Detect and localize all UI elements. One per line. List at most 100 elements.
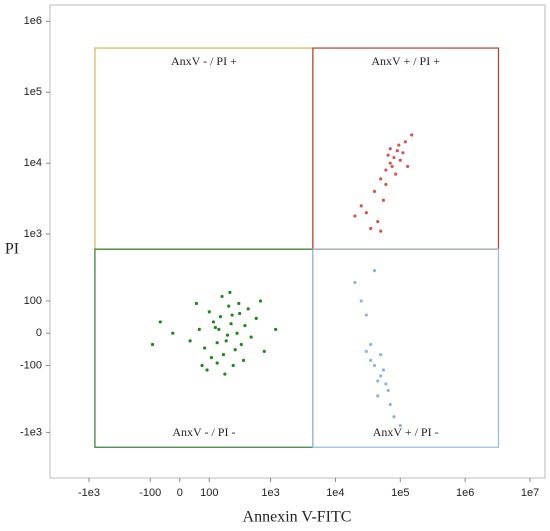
point bbox=[388, 147, 392, 151]
point bbox=[262, 349, 266, 354]
x-tick-label: 1e7 bbox=[521, 487, 539, 499]
point bbox=[384, 182, 388, 187]
point bbox=[386, 388, 390, 393]
point bbox=[379, 229, 383, 233]
point bbox=[376, 394, 380, 398]
point bbox=[194, 301, 199, 306]
point bbox=[197, 327, 201, 331]
point bbox=[381, 198, 386, 202]
point bbox=[392, 415, 396, 419]
point bbox=[233, 348, 237, 352]
point bbox=[397, 143, 401, 147]
point bbox=[406, 164, 410, 169]
point bbox=[205, 368, 209, 372]
gate bbox=[94, 47, 314, 250]
point bbox=[258, 299, 263, 303]
point bbox=[390, 164, 394, 169]
point bbox=[401, 151, 405, 155]
point bbox=[394, 172, 398, 176]
point bbox=[171, 331, 175, 335]
gate-label: AnxV - / PI - bbox=[172, 425, 235, 439]
point bbox=[215, 341, 219, 345]
point bbox=[388, 402, 392, 407]
point bbox=[359, 204, 363, 208]
point bbox=[384, 382, 388, 386]
point bbox=[228, 290, 232, 294]
x-tick-label: -100 bbox=[139, 487, 161, 499]
point bbox=[369, 226, 373, 231]
point bbox=[254, 316, 258, 321]
point bbox=[372, 363, 377, 368]
point bbox=[238, 311, 242, 316]
x-tick-label: 1e6 bbox=[456, 487, 474, 499]
plot-frame bbox=[49, 4, 546, 479]
point bbox=[221, 352, 226, 357]
y-tick-label: 1e6 bbox=[24, 15, 42, 27]
point bbox=[392, 155, 396, 160]
point bbox=[207, 310, 211, 314]
point bbox=[230, 313, 234, 317]
point bbox=[229, 322, 233, 326]
point bbox=[241, 358, 246, 362]
gate bbox=[312, 248, 500, 448]
point bbox=[213, 325, 217, 330]
point bbox=[364, 349, 368, 354]
point bbox=[209, 355, 214, 360]
y-tick-label: 100 bbox=[24, 295, 42, 307]
point bbox=[379, 177, 383, 181]
point bbox=[398, 158, 402, 162]
point bbox=[369, 342, 373, 347]
point bbox=[410, 133, 414, 137]
y-tick-label: -1e3 bbox=[20, 426, 42, 438]
point bbox=[188, 339, 192, 343]
point bbox=[217, 327, 221, 331]
point bbox=[243, 324, 247, 328]
x-tick-label: 1e3 bbox=[261, 487, 279, 499]
point bbox=[384, 168, 388, 172]
gate bbox=[312, 47, 500, 250]
point bbox=[224, 339, 228, 343]
point bbox=[231, 363, 235, 368]
point bbox=[220, 294, 224, 299]
point bbox=[372, 189, 377, 193]
gate-label: AnxV + / PI - bbox=[373, 425, 439, 439]
point bbox=[203, 346, 207, 350]
y-tick-label: 1e5 bbox=[24, 86, 42, 98]
point bbox=[398, 423, 402, 428]
point bbox=[246, 307, 250, 311]
x-tick-label: 100 bbox=[200, 487, 218, 499]
point bbox=[225, 333, 230, 337]
gate-label: AnxV + / PI + bbox=[371, 54, 440, 68]
y-tick-label: 0 bbox=[36, 327, 42, 339]
point bbox=[223, 372, 227, 376]
point bbox=[150, 342, 155, 347]
point bbox=[381, 368, 386, 372]
x-tick-label: 1e4 bbox=[326, 487, 344, 499]
point bbox=[235, 331, 239, 335]
point bbox=[379, 374, 383, 378]
point bbox=[249, 335, 253, 339]
x-axis-label: Annexin V-FITC bbox=[243, 509, 352, 526]
point bbox=[376, 219, 380, 224]
y-axis-label: PI bbox=[5, 241, 19, 258]
y-tick-label: -100 bbox=[20, 359, 42, 371]
point bbox=[364, 211, 368, 215]
x-tick-label: 0 bbox=[177, 487, 183, 499]
gate-label: AnxV - / PI + bbox=[171, 54, 237, 68]
x-tick-label: -1e3 bbox=[78, 487, 100, 499]
point bbox=[215, 361, 219, 365]
point bbox=[376, 379, 380, 383]
point bbox=[353, 214, 357, 218]
point bbox=[274, 327, 278, 331]
point bbox=[364, 313, 368, 317]
point bbox=[218, 315, 223, 319]
x-tick-label: 1e5 bbox=[391, 487, 409, 499]
point bbox=[379, 352, 383, 357]
y-tick-label: 1e3 bbox=[24, 228, 42, 240]
point bbox=[386, 153, 390, 157]
point bbox=[237, 301, 241, 306]
point bbox=[359, 299, 363, 303]
y-tick-label: 1e4 bbox=[24, 157, 42, 169]
